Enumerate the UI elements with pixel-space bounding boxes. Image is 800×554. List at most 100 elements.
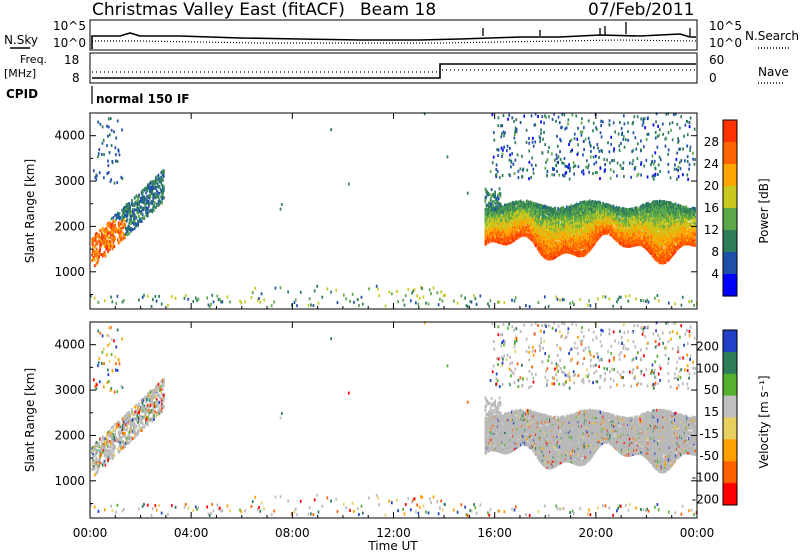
power-cell xyxy=(659,244,662,248)
power-cell xyxy=(660,210,663,214)
power-cell xyxy=(535,202,538,206)
power-cell xyxy=(546,240,549,244)
power-cell xyxy=(112,216,115,220)
power-cell xyxy=(575,239,578,243)
power-cell xyxy=(522,221,525,225)
power-cell xyxy=(154,182,156,186)
power-cell xyxy=(523,221,526,225)
power-cell xyxy=(618,240,620,244)
power-cell xyxy=(649,224,651,228)
power-cell xyxy=(118,222,121,226)
power-cell xyxy=(584,252,587,256)
power-cell xyxy=(566,246,569,250)
power-cell xyxy=(622,213,625,217)
power-cell xyxy=(673,233,675,237)
power-cell xyxy=(551,232,554,236)
power-cell xyxy=(612,216,614,220)
power-cell xyxy=(599,211,602,215)
power-cell xyxy=(609,233,612,237)
power-cell xyxy=(577,239,580,243)
power-cell xyxy=(598,221,601,225)
power-cell xyxy=(657,245,659,249)
power-cell xyxy=(504,219,507,223)
power-cell xyxy=(671,247,674,251)
power-cell xyxy=(669,227,672,231)
power-cell xyxy=(596,212,598,216)
power-cell xyxy=(543,222,546,226)
power-cell xyxy=(550,220,553,224)
power-cell xyxy=(545,230,548,234)
power-cell xyxy=(566,221,569,225)
power-cell xyxy=(634,233,636,237)
power-cell xyxy=(619,226,622,230)
power-cell xyxy=(544,211,547,215)
nsearch-tick-bottom: 10^0 xyxy=(709,36,742,50)
power-cell xyxy=(562,228,565,232)
power-cell xyxy=(643,239,646,243)
power-cell xyxy=(672,252,674,256)
power-cell xyxy=(534,202,536,206)
power-cell xyxy=(160,190,163,194)
power-cell xyxy=(149,185,152,189)
power-cell xyxy=(510,230,512,234)
power-cell xyxy=(581,229,584,233)
power-cell xyxy=(573,203,576,207)
power-cell xyxy=(518,204,520,208)
power-cell xyxy=(623,234,626,238)
power-cell xyxy=(507,211,510,215)
power-cell xyxy=(138,220,140,224)
power-cell xyxy=(619,230,622,234)
power-cell xyxy=(575,253,578,257)
power-cell xyxy=(126,229,129,233)
power-cell xyxy=(540,247,543,251)
power-cell xyxy=(659,251,662,255)
power-cell xyxy=(577,213,580,217)
power-cell xyxy=(594,220,597,224)
power-cell xyxy=(593,219,596,223)
power-cell xyxy=(581,215,583,219)
power-cell xyxy=(526,218,528,222)
power-cell xyxy=(566,242,569,246)
power-cell xyxy=(504,211,507,215)
power-cell xyxy=(620,242,623,246)
power-cell xyxy=(526,226,528,230)
power-cell xyxy=(590,213,593,217)
power-cell xyxy=(604,221,606,225)
power-cell xyxy=(506,225,509,229)
power-cell xyxy=(668,253,671,257)
power-cell xyxy=(513,228,516,232)
power-cell xyxy=(666,239,668,243)
power-cell xyxy=(658,211,660,215)
power-cell xyxy=(664,256,666,260)
power-cell xyxy=(538,247,541,251)
power-cell xyxy=(625,232,627,236)
power-cell xyxy=(587,215,589,219)
power-cell xyxy=(511,202,514,206)
power-cell xyxy=(557,247,559,251)
power-cell xyxy=(93,264,96,268)
power-cell xyxy=(100,236,102,240)
power-cell xyxy=(250,296,253,300)
power-cell xyxy=(535,244,537,248)
power-cell xyxy=(558,222,560,226)
power-cell xyxy=(570,224,573,228)
power-cell xyxy=(141,212,144,216)
power-cell xyxy=(589,204,592,208)
power-cell xyxy=(528,203,531,207)
power-cell xyxy=(609,206,612,210)
power-cell xyxy=(670,238,673,242)
power-cell xyxy=(174,296,177,300)
power-cell xyxy=(556,217,558,221)
power-cell xyxy=(649,208,651,212)
power-cell xyxy=(629,244,632,248)
power-cell xyxy=(543,212,546,216)
power-cell xyxy=(586,237,589,241)
power-cell xyxy=(635,206,637,210)
power-cell xyxy=(490,220,493,224)
power-cell xyxy=(575,202,578,206)
power-cell xyxy=(639,237,642,241)
power-cell xyxy=(581,231,584,235)
power-heatmap xyxy=(90,112,698,309)
power-cell xyxy=(653,213,656,217)
power-cell xyxy=(582,215,585,219)
